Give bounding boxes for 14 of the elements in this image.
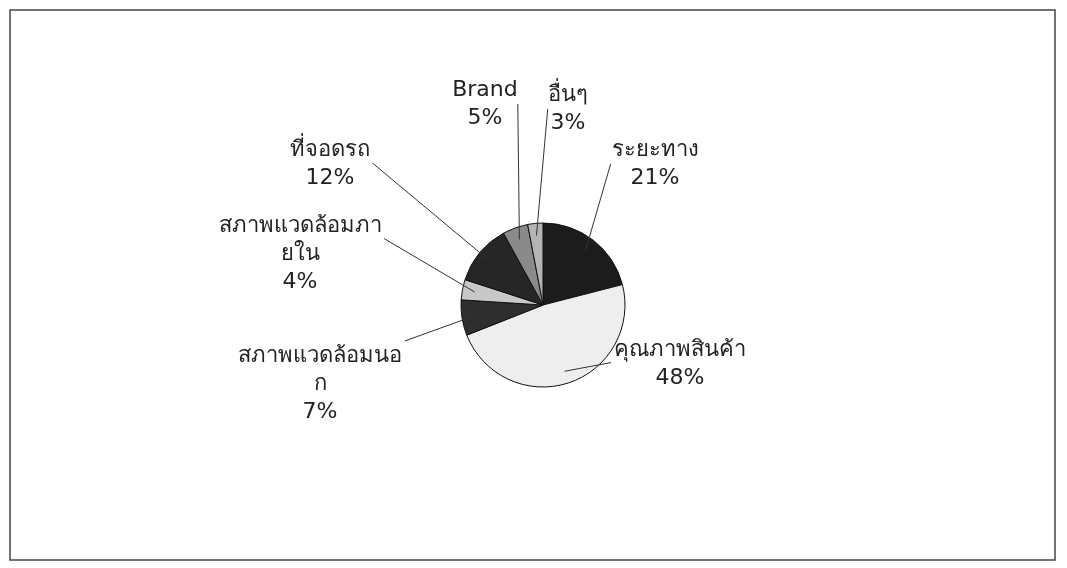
slice-label: ระยะทาง	[611, 136, 699, 161]
data-label: 48%	[655, 364, 705, 389]
data-label: 7%	[302, 398, 338, 423]
slice-label: อื่นๆ	[548, 78, 588, 106]
data-label: 21%	[630, 164, 680, 189]
data-label: 5%	[467, 104, 503, 129]
slice-label: Brand	[452, 76, 518, 101]
slice-label: สภาพแวดล้อมภายใน	[218, 212, 382, 265]
data-label: 3%	[550, 109, 586, 134]
slice-label: สภาพแวดล้อมนอก	[238, 342, 402, 395]
slice-label: ที่จอดรถ	[290, 133, 370, 161]
slice-label: คุณภาพสินค้า	[614, 336, 746, 362]
data-label: 12%	[305, 164, 355, 189]
data-label: 4%	[282, 268, 318, 293]
